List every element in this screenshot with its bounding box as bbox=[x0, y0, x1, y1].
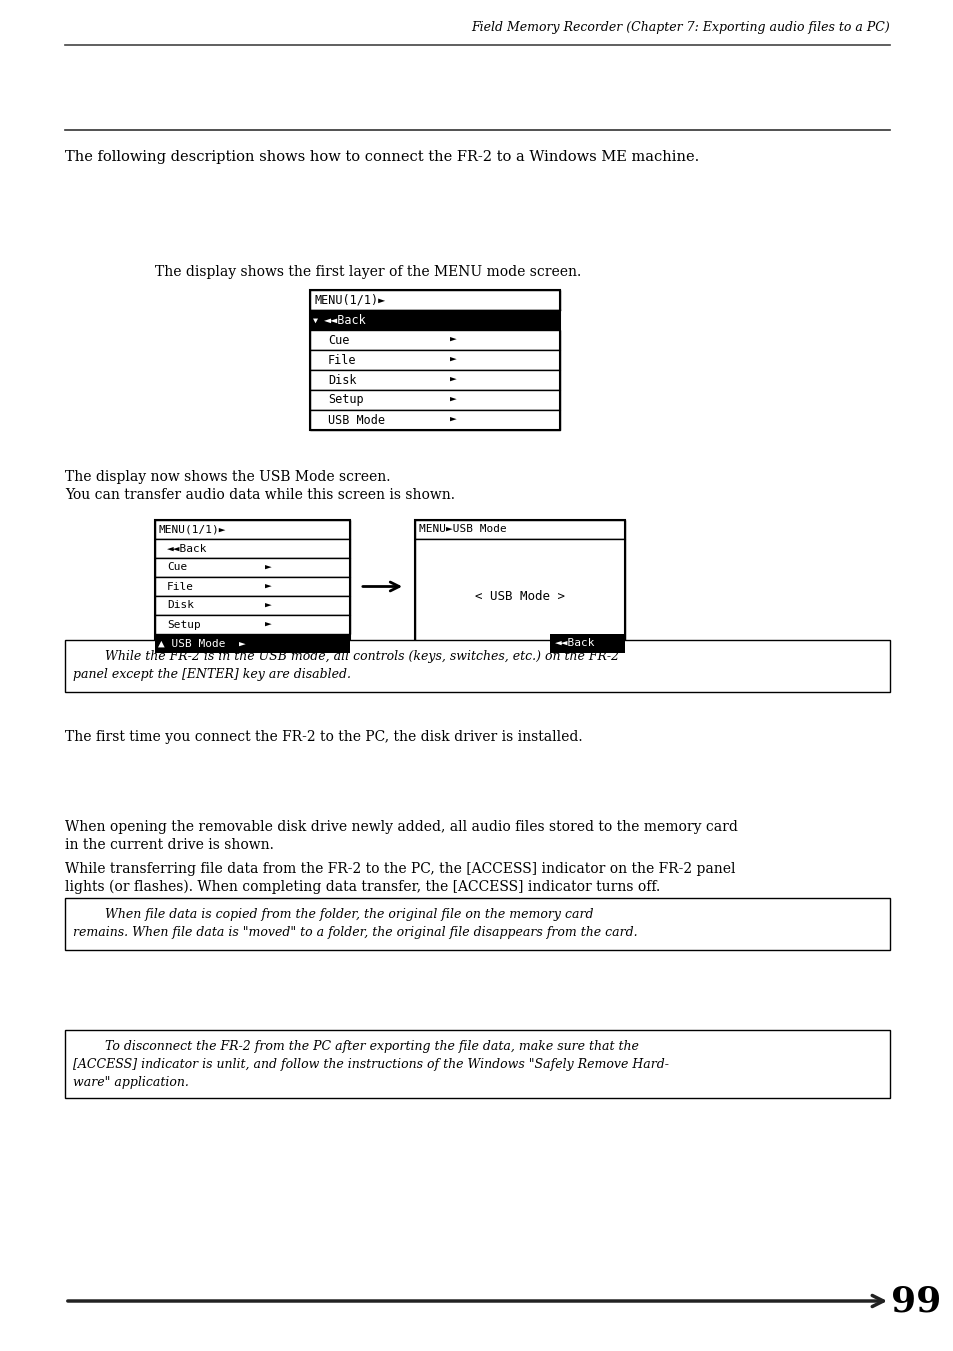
Text: ►: ► bbox=[450, 355, 456, 365]
Bar bbox=[154, 539, 350, 558]
Bar bbox=[415, 539, 624, 653]
Bar bbox=[415, 520, 624, 539]
Text: The display shows the first layer of the MENU mode screen.: The display shows the first layer of the… bbox=[154, 265, 580, 280]
Bar bbox=[154, 577, 350, 596]
Text: While the FR-2 is in the USB mode, all controls (keys, switches, etc.) on the FR: While the FR-2 is in the USB mode, all c… bbox=[73, 650, 618, 663]
Bar bbox=[154, 596, 350, 615]
Bar bbox=[310, 409, 559, 430]
Text: ◄◄Back: ◄◄Back bbox=[167, 543, 208, 554]
Text: You can transfer audio data while this screen is shown.: You can transfer audio data while this s… bbox=[65, 488, 455, 503]
Text: ►: ► bbox=[265, 600, 272, 611]
Text: MENU(1/1)►: MENU(1/1)► bbox=[159, 524, 226, 535]
Text: Cue: Cue bbox=[167, 562, 187, 573]
Text: [ACCESS] indicator is unlit, and follow the instructions of the Windows "Safely : [ACCESS] indicator is unlit, and follow … bbox=[73, 1058, 668, 1071]
Text: Setup: Setup bbox=[167, 620, 200, 630]
Text: ►: ► bbox=[450, 335, 456, 345]
Text: < USB Mode >: < USB Mode > bbox=[475, 589, 564, 603]
Text: ►: ► bbox=[450, 415, 456, 426]
Bar bbox=[310, 370, 559, 390]
Text: lights (or flashes). When completing data transfer, the [ACCESS] indicator turns: lights (or flashes). When completing dat… bbox=[65, 880, 659, 894]
Bar bbox=[65, 898, 889, 950]
Text: The first time you connect the FR-2 to the PC, the disk driver is installed.: The first time you connect the FR-2 to t… bbox=[65, 730, 582, 744]
Text: File: File bbox=[328, 354, 356, 366]
Text: The following description shows how to connect the FR-2 to a Windows ME machine.: The following description shows how to c… bbox=[65, 150, 699, 163]
Bar bbox=[154, 520, 350, 539]
Text: ►: ► bbox=[450, 394, 456, 405]
Text: Disk: Disk bbox=[167, 600, 193, 611]
Bar bbox=[154, 558, 350, 577]
Text: 99: 99 bbox=[890, 1283, 941, 1319]
Text: panel except the [ENTER] key are disabled.: panel except the [ENTER] key are disable… bbox=[73, 667, 351, 681]
Text: remains. When file data is "moved" to a folder, the original file disappears fro: remains. When file data is "moved" to a … bbox=[73, 925, 637, 939]
Text: ►: ► bbox=[265, 620, 272, 630]
Bar bbox=[310, 330, 559, 350]
Text: ►: ► bbox=[450, 376, 456, 385]
Text: in the current drive is shown.: in the current drive is shown. bbox=[65, 838, 274, 852]
Bar bbox=[415, 520, 624, 653]
Text: ▲ USB Mode  ►: ▲ USB Mode ► bbox=[158, 639, 246, 648]
Text: When file data is copied from the folder, the original file on the memory card: When file data is copied from the folder… bbox=[73, 908, 593, 921]
Bar bbox=[154, 634, 350, 653]
Text: Disk: Disk bbox=[328, 373, 356, 386]
Bar bbox=[310, 290, 559, 309]
Text: To disconnect the FR-2 from the PC after exporting the file data, make sure that: To disconnect the FR-2 from the PC after… bbox=[73, 1040, 639, 1052]
Text: ware" application.: ware" application. bbox=[73, 1075, 189, 1089]
Bar bbox=[310, 309, 559, 330]
Bar bbox=[154, 615, 350, 634]
Bar bbox=[550, 634, 624, 653]
Text: Setup: Setup bbox=[328, 393, 363, 407]
Text: Cue: Cue bbox=[328, 334, 349, 346]
Text: File: File bbox=[167, 581, 193, 592]
Text: Field Memory Recorder (Chapter 7: Exporting audio files to a PC): Field Memory Recorder (Chapter 7: Export… bbox=[471, 22, 889, 35]
Text: While transferring file data from the FR-2 to the PC, the [ACCESS] indicator on : While transferring file data from the FR… bbox=[65, 862, 735, 875]
Text: ►: ► bbox=[265, 562, 272, 573]
Bar bbox=[310, 390, 559, 409]
Bar bbox=[154, 520, 350, 653]
Bar bbox=[65, 1029, 889, 1098]
Text: MENU►USB Mode: MENU►USB Mode bbox=[418, 524, 506, 535]
Text: MENU(1/1)►: MENU(1/1)► bbox=[314, 293, 386, 307]
Text: When opening the removable disk drive newly added, all audio files stored to the: When opening the removable disk drive ne… bbox=[65, 820, 737, 834]
Text: ►: ► bbox=[265, 581, 272, 592]
Bar bbox=[65, 640, 889, 692]
Text: USB Mode: USB Mode bbox=[328, 413, 385, 427]
Text: ◄◄Back: ◄◄Back bbox=[324, 313, 366, 327]
Bar bbox=[310, 290, 559, 430]
Text: ▼: ▼ bbox=[313, 316, 317, 324]
Text: ◄◄Back: ◄◄Back bbox=[555, 639, 595, 648]
Text: The display now shows the USB Mode screen.: The display now shows the USB Mode scree… bbox=[65, 470, 390, 484]
Bar bbox=[310, 350, 559, 370]
